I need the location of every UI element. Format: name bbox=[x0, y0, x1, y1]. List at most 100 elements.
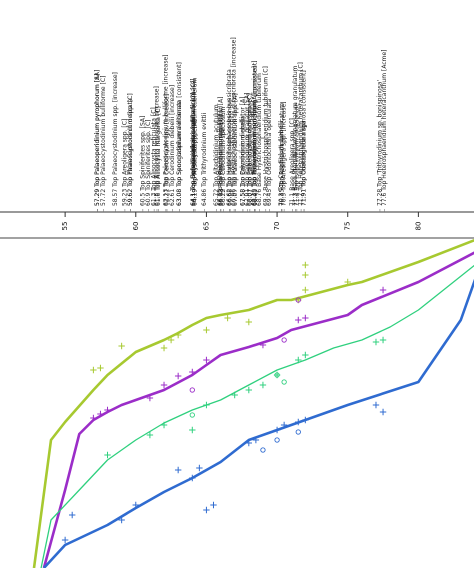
data-point bbox=[344, 278, 351, 286]
data-point bbox=[295, 316, 302, 324]
event-label: 68.76 Base Hystrichosphaeridium tubiferu… bbox=[256, 73, 263, 206]
data-point bbox=[259, 341, 267, 349]
series-line bbox=[42, 251, 474, 568]
event-label: 70.5 Top Areoligera spp. [increase] bbox=[281, 101, 288, 206]
event-label: 70.35 Top Raphidodinium fucatum bbox=[279, 103, 286, 206]
data-point bbox=[68, 511, 76, 519]
data-point bbox=[274, 437, 280, 443]
data-point bbox=[97, 410, 104, 418]
event-label: 60.5 Top Spiniferites spp. [SA] bbox=[139, 116, 146, 206]
data-point bbox=[90, 366, 97, 374]
data-point bbox=[104, 406, 111, 414]
event-label: 69.2 Base Hystrichosphaeridium tubiferum… bbox=[262, 66, 269, 206]
x-tick-label: 55 bbox=[61, 222, 69, 231]
event-label: 64.1 Top Senoniasphaera inornata [C] bbox=[190, 93, 197, 206]
data-point bbox=[203, 506, 210, 514]
data-point bbox=[97, 364, 104, 372]
data-point bbox=[146, 431, 154, 439]
event-label: 66.02 Top Cerodinium spp. [C] bbox=[217, 115, 224, 206]
event-label: 71.1 Base Areoligera spp. [C] bbox=[289, 118, 296, 206]
data-point bbox=[281, 337, 287, 343]
data-point bbox=[224, 314, 231, 322]
data-point bbox=[174, 372, 182, 380]
data-point bbox=[245, 386, 253, 394]
event-label: 66.02 Top Palynodinium grallator [A] bbox=[217, 97, 224, 206]
event-label: 67.91 Top Palynodinium grallator [SA] bbox=[244, 93, 251, 206]
x-tick-label: 70 bbox=[273, 222, 281, 231]
data-point bbox=[174, 466, 182, 474]
event-label: 66 Top Palynodinium grallator [C] bbox=[217, 106, 224, 206]
data-point bbox=[61, 536, 69, 544]
data-point bbox=[252, 436, 260, 444]
data-point bbox=[260, 447, 266, 453]
data-point bbox=[118, 516, 125, 524]
x-tick-label: 80 bbox=[414, 222, 422, 231]
data-point bbox=[146, 394, 154, 402]
event-label: 71.4 Top Isabelidinium cooksoniae bbox=[293, 103, 300, 206]
data-point bbox=[379, 286, 387, 294]
event-label: 71.3 Base Pterodinium cingulatum granula… bbox=[292, 65, 299, 206]
series-line bbox=[40, 264, 474, 568]
event-label: 57.72 Top Palaeocystodinium bulliforme [… bbox=[100, 76, 107, 206]
data-point bbox=[302, 271, 309, 279]
event-label: 67.58 Top Cerodinium diebelii bbox=[239, 116, 246, 206]
event-label: 71.91 Top Odontochitina spinosa [consist… bbox=[301, 70, 308, 206]
event-label: 64.1 Top Cerodinium striatum bbox=[190, 117, 197, 206]
data-point bbox=[189, 474, 196, 482]
event-label: 68.07 Top Palaeocystodinium spp. [C] bbox=[246, 93, 253, 206]
data-point bbox=[210, 501, 217, 509]
event-label: 71.7 Top Heterosphaeridium heteracanthum… bbox=[298, 62, 305, 206]
event-label: 62.21 Top Cerodinium spp. [increase] bbox=[164, 94, 171, 206]
data-point bbox=[302, 286, 309, 294]
event-label: 69.45 Top Odontochitina operculata bbox=[266, 98, 273, 206]
event-label: 67.58 Top Palynodinium grallator [A] bbox=[239, 97, 246, 206]
data-point bbox=[189, 387, 195, 393]
event-label: 68.45 Top Palaeocystodinium spp. [A] bbox=[252, 93, 259, 206]
event-label: 63.08 Top Senoniasphaera inornata [consi… bbox=[176, 62, 183, 206]
data-point bbox=[160, 381, 168, 389]
data-point bbox=[274, 372, 280, 378]
event-label: 77.28 Top 'Trithyrodinium sp. bonispinos… bbox=[376, 80, 383, 206]
data-point bbox=[295, 297, 301, 303]
data-point bbox=[132, 501, 139, 509]
event-label: 67.07 Top Palaeocystodinium spp. [A] bbox=[232, 93, 239, 206]
event-label: 61.6 Top Alisocysta margarita [C] bbox=[155, 106, 162, 206]
data-point bbox=[104, 451, 111, 459]
event-label: 68.07 Top Isabelidinium cooksoniae bbox=[246, 99, 253, 206]
event-label: 71.91 Top Chatangiella niiga bbox=[301, 120, 308, 206]
data-point bbox=[295, 429, 301, 435]
event-label: 64.86 Top Trithyrodinium evittii bbox=[201, 112, 208, 206]
event-label: 66.22 Top Cerodinium speciosum bbox=[220, 106, 227, 206]
event-label: 65.72 Top Alterbidinium acutulum bbox=[213, 104, 220, 206]
data-point bbox=[189, 368, 196, 376]
event-label: 59.23 Top Areoligera spp. [C] bbox=[121, 119, 128, 206]
data-point bbox=[295, 418, 302, 426]
data-point bbox=[302, 416, 309, 424]
data-point bbox=[196, 464, 203, 472]
event-label: 77.6 Top Heterosphaeridium heteracanthum… bbox=[381, 49, 388, 206]
event-label: 70.3 Top Cerodinium diebelii bbox=[278, 120, 285, 206]
data-point bbox=[245, 318, 253, 326]
event-label: 59.62 Top Thalassiphora cf. delicata bbox=[127, 98, 134, 206]
data-point bbox=[379, 336, 387, 344]
event-label: 63.08 Top Spongodinium delitiense bbox=[176, 100, 183, 206]
event-label: 62.13 Top Palaeocystodinium bulliforme [… bbox=[162, 54, 169, 206]
data-point bbox=[189, 426, 196, 434]
data-point bbox=[231, 391, 238, 399]
event-label: 68.45 Top Trithyrodinium 'pulchrum' [inc… bbox=[252, 66, 259, 206]
data-point bbox=[160, 421, 168, 429]
x-tick-label: 65 bbox=[202, 222, 210, 231]
event-label: 64.1 Top Hafniasphaera septata [increase… bbox=[190, 79, 197, 206]
data-point bbox=[259, 381, 267, 389]
event-label: 58.57 Top Palaeocystodinium spp. [increa… bbox=[112, 72, 119, 206]
data-point bbox=[302, 261, 309, 269]
data-point bbox=[203, 356, 210, 364]
data-point bbox=[189, 412, 195, 418]
data-point bbox=[302, 351, 309, 359]
event-label: 62.61 Top Cerodinium diebelii [increase] bbox=[169, 85, 176, 206]
data-point bbox=[203, 401, 210, 409]
event-label: 57.29 Top Palaeoperidinium pyrophorum [S… bbox=[94, 70, 101, 206]
event-label: 68.45 Top Trithyrodinium 'pulchrum' [con… bbox=[252, 60, 259, 206]
data-point bbox=[203, 326, 210, 334]
